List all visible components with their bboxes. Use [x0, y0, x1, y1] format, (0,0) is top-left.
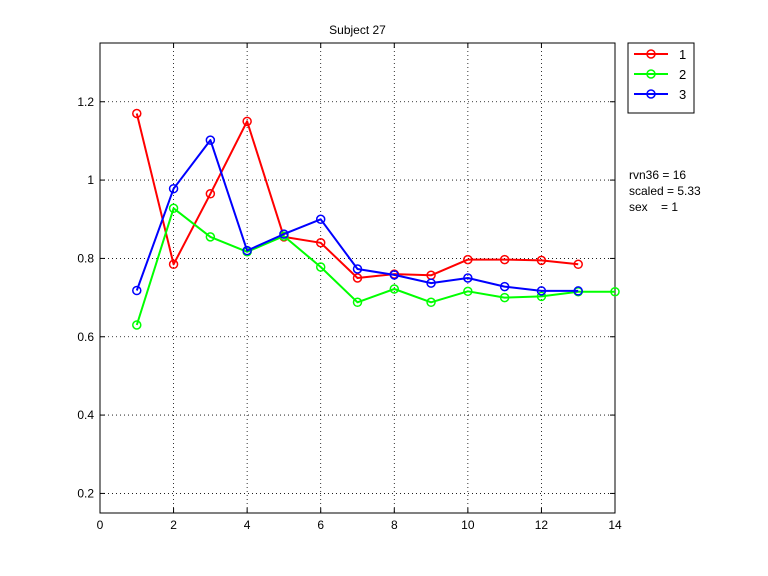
series-1-line: [135, 113, 579, 279]
series-3-point: [132, 285, 142, 296]
series-2-point: [168, 203, 179, 214]
x-tick-label: 10: [461, 518, 475, 532]
series-3-point: [279, 229, 289, 239]
x-tick-label: 4: [244, 518, 251, 532]
x-tick-label: 14: [608, 518, 622, 532]
series-3-point: [463, 273, 473, 283]
axes-box: [99, 42, 616, 514]
y-tick-label: 0.6: [77, 330, 94, 344]
x-tick-label: 8: [391, 518, 398, 532]
y-tick-label: 1: [87, 173, 94, 187]
series-2-point: [499, 292, 510, 303]
legend-label-3: 3: [679, 87, 686, 102]
series-3-point: [168, 183, 179, 194]
series-3-point: [536, 286, 547, 296]
series-2-point: [536, 291, 547, 302]
legend-marker-2: [646, 69, 656, 79]
series-3-point: [352, 264, 363, 274]
series-2-point: [352, 297, 363, 308]
x-tick-label: 6: [317, 518, 324, 532]
legend-label-1: 1: [679, 47, 686, 62]
legend-label-2: 2: [679, 67, 686, 82]
y-tick-label: 1.2: [77, 95, 94, 109]
x-tick-label: 2: [170, 518, 177, 532]
series-3-point: [242, 245, 252, 256]
series-2-point: [610, 286, 620, 297]
series-3-point: [315, 214, 326, 224]
x-tick-label: 0: [97, 518, 104, 532]
annotation-scaled: scaled = 5.33: [629, 184, 701, 198]
series-1-point: [315, 238, 326, 248]
legend-marker-3: [646, 89, 656, 99]
y-tick-label: 0.2: [77, 486, 94, 500]
series-3-point: [389, 270, 400, 280]
series-3-point: [499, 281, 510, 292]
annotation-rvn36: rvn36 = 16: [629, 168, 687, 182]
series-1-point: [499, 254, 510, 265]
annotation-sex: sex = 1: [629, 200, 679, 214]
chart-title: Subject 27: [329, 23, 386, 37]
series-2-point: [315, 262, 326, 272]
series-2-point: [205, 232, 216, 242]
series-2-point: [426, 297, 436, 308]
series-1-point: [132, 108, 142, 119]
series-1-point: [536, 255, 547, 266]
x-tick-label: 12: [535, 518, 549, 532]
series-1-point: [168, 259, 179, 270]
series-2-point: [132, 320, 142, 330]
series-1-point: [205, 189, 216, 199]
series-2-line: [135, 207, 615, 326]
y-tick-label: 0.4: [77, 408, 94, 422]
series-1-point: [573, 259, 583, 270]
legend-marker-1: [646, 49, 656, 59]
series-1-point: [463, 254, 473, 265]
y-tick-label: 0.8: [77, 251, 94, 265]
series-1-point: [352, 273, 363, 283]
series-3-line: [135, 139, 579, 292]
series-3-point: [205, 135, 216, 145]
series-3-point: [426, 278, 436, 288]
series-2-point: [389, 284, 400, 294]
series-3-point: [573, 286, 583, 296]
series-1-point: [242, 116, 252, 127]
series-2-point: [463, 286, 473, 297]
